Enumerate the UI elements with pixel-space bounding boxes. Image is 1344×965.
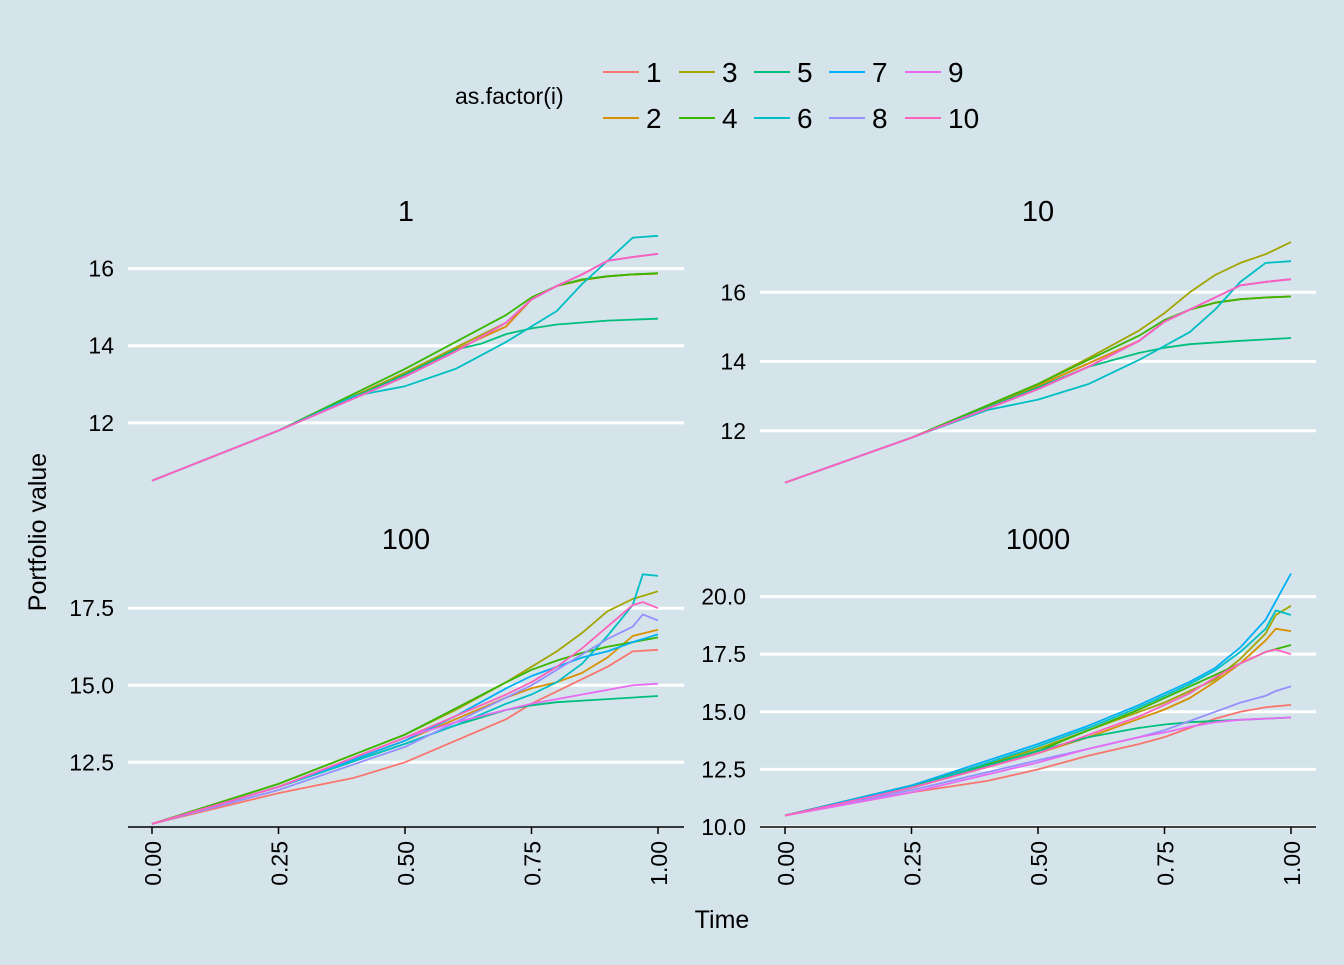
series-line-7 — [784, 573, 1292, 817]
legend-item-7: 7 — [829, 57, 888, 88]
series-line-10 — [784, 648, 1292, 817]
legend-label-8: 8 — [872, 103, 888, 134]
facet-panel-1000: 1000 10.0 12.5 15.0 17.5 20.0 0.00 0.25 0.50 0.75… — [701, 524, 1316, 886]
facet-title-1000: 1000 — [1006, 524, 1071, 556]
y-axis-label: Portfolio value — [24, 453, 52, 611]
y-tick-label: 16 — [88, 256, 114, 282]
x-tick-label: 1.00 — [1279, 841, 1305, 886]
legend-label-2: 2 — [646, 103, 662, 134]
facet-title-10: 10 — [1022, 196, 1054, 228]
series-line-6 — [151, 234, 659, 482]
legend-item-8: 8 — [829, 103, 888, 134]
legend-label-7: 7 — [872, 57, 888, 88]
legend-item-3: 3 — [679, 57, 738, 88]
series-line-8 — [784, 685, 1292, 817]
y-tick-label: 10.0 — [701, 814, 746, 840]
x-tick-label: 0.50 — [393, 841, 419, 886]
legend: as.factor(i) 1 2 3 4 5 6 7 8 9 10 — [455, 57, 979, 134]
x-axis-label: Time — [695, 906, 750, 934]
series-line-9 — [151, 253, 659, 482]
series-line-1 — [151, 648, 659, 825]
facet-panel-100: 100 12.5 15.0 17.5 0.00 0.25 0.50 0.75 1.00 — [69, 524, 684, 886]
legend-items: 1 2 3 4 5 6 7 8 9 10 — [603, 57, 979, 134]
series-line-9 — [784, 716, 1292, 817]
series-line-10 — [151, 253, 659, 482]
y-tick-label: 17.5 — [701, 641, 746, 667]
x-tick-label: 0.00 — [773, 841, 799, 886]
legend-label-10: 10 — [948, 103, 979, 134]
legend-label-9: 9 — [948, 57, 964, 88]
legend-item-4: 4 — [679, 103, 738, 134]
y-tick-label: 16 — [720, 279, 746, 305]
legend-label-5: 5 — [797, 57, 813, 88]
facet-title-100: 100 — [382, 524, 430, 556]
x-tick-label: 0.75 — [1153, 841, 1179, 886]
series-line-3 — [784, 605, 1292, 817]
facet-panel-10: 10 12 14 16 — [720, 196, 1316, 484]
y-tick-label: 14 — [720, 349, 746, 375]
y-tick-label: 20.0 — [701, 584, 746, 610]
y-tick-label: 12 — [720, 418, 746, 444]
x-tick-label: 1.00 — [646, 841, 672, 886]
series-line-10 — [151, 601, 659, 825]
legend-item-2: 2 — [603, 103, 662, 134]
legend-item-9: 9 — [905, 57, 964, 88]
x-tick-label: 0.00 — [140, 841, 166, 886]
series-line-3 — [151, 590, 659, 825]
series-line-7 — [151, 253, 659, 482]
x-tick-label: 0.25 — [267, 841, 293, 886]
series-line-4 — [151, 272, 659, 482]
series-line-4 — [151, 636, 659, 825]
panels: 1 12 14 16 10 12 14 16 100 12.5 15.0 17.5 0.00 0.25 0.… — [69, 196, 1316, 886]
y-tick-label: 14 — [88, 333, 114, 359]
facet-title-1: 1 — [398, 196, 414, 228]
y-tick-label: 17.5 — [69, 595, 114, 621]
legend-item-10: 10 — [905, 103, 979, 134]
legend-item-6: 6 — [754, 103, 813, 134]
series-line-10 — [784, 278, 1292, 484]
legend-item-5: 5 — [754, 57, 813, 88]
series-line-5 — [784, 337, 1292, 484]
y-tick-label: 12.5 — [701, 756, 746, 782]
y-tick-label: 15.0 — [701, 699, 746, 725]
y-tick-label: 12.5 — [69, 749, 114, 775]
series-line-8 — [151, 613, 659, 825]
y-tick-label: 15.0 — [69, 672, 114, 698]
y-tick-label: 12 — [88, 410, 114, 436]
series-line-4 — [784, 295, 1292, 484]
x-tick-label: 0.75 — [520, 841, 546, 886]
series-line-2 — [151, 628, 659, 825]
series-line-6 — [784, 609, 1292, 817]
x-tick-label: 0.50 — [1026, 841, 1052, 886]
series-line-8 — [151, 253, 659, 482]
facet-panel-1: 1 12 14 16 — [88, 196, 684, 482]
legend-label-6: 6 — [797, 103, 813, 134]
series-line-7 — [151, 633, 659, 825]
series-line-6 — [784, 260, 1292, 484]
x-tick-label: 0.25 — [900, 841, 926, 886]
legend-label-1: 1 — [646, 57, 662, 88]
legend-title: as.factor(i) — [455, 83, 564, 109]
legend-label-3: 3 — [722, 57, 738, 88]
series-line-5 — [151, 317, 659, 482]
legend-label-4: 4 — [722, 103, 738, 134]
series-line-1 — [784, 704, 1292, 817]
legend-item-1: 1 — [603, 57, 662, 88]
series-line-6 — [151, 573, 659, 825]
